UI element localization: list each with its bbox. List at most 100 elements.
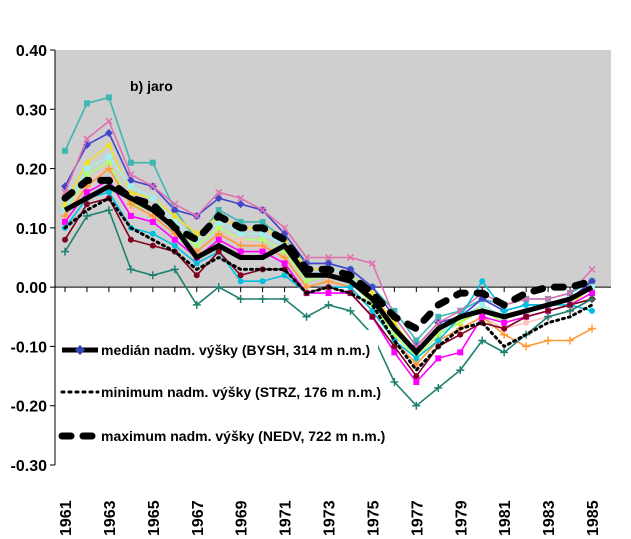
data-point	[193, 242, 200, 249]
data-point	[215, 236, 222, 243]
data-point	[258, 295, 267, 303]
y-tick-label: 0.10	[16, 221, 47, 238]
x-tick-label: 1985	[585, 500, 602, 536]
data-point	[588, 295, 596, 303]
legend-label: medián nadm. výšky (BYSH, 314 m n.m.)	[101, 342, 370, 358]
data-point	[104, 129, 113, 137]
series-line	[61, 206, 596, 410]
data-point	[104, 164, 113, 173]
x-tick-label: 1973	[322, 500, 339, 536]
data-point	[215, 207, 222, 214]
series-path	[61, 176, 596, 334]
data-point	[280, 253, 289, 262]
data-point	[324, 253, 333, 262]
data-point	[412, 360, 421, 369]
data-point	[368, 259, 376, 267]
data-point	[105, 153, 112, 160]
data-point	[259, 218, 266, 225]
data-point	[193, 260, 200, 267]
data-point	[83, 135, 91, 143]
data-point	[236, 200, 245, 209]
data-point	[346, 253, 354, 262]
data-point	[82, 212, 91, 220]
data-point	[457, 331, 464, 338]
data-point	[170, 206, 179, 215]
data-point	[61, 212, 69, 220]
data-point	[588, 277, 596, 286]
data-point	[413, 337, 420, 344]
data-point	[281, 272, 288, 279]
data-point	[170, 265, 179, 274]
data-point	[127, 183, 134, 190]
data-point	[171, 218, 178, 225]
data-point	[523, 319, 530, 326]
data-point	[413, 373, 420, 380]
data-point	[434, 383, 443, 392]
data-point	[82, 158, 91, 166]
data-point	[391, 307, 398, 314]
data-point	[324, 277, 333, 286]
data-point	[434, 319, 442, 327]
data-point	[435, 337, 442, 344]
data-point	[149, 159, 156, 166]
data-point	[127, 159, 134, 166]
y-tick-label: 0.40	[16, 43, 47, 60]
series-layer	[61, 94, 596, 410]
panel-label: b) jaro	[130, 78, 173, 94]
y-tick-label: -0.30	[11, 458, 48, 475]
data-point	[171, 200, 179, 208]
data-point	[501, 319, 508, 326]
series-path	[63, 183, 594, 357]
data-point	[62, 218, 68, 225]
data-point	[83, 100, 90, 107]
data-point	[280, 295, 289, 303]
y-tick-label: 0.00	[16, 280, 47, 297]
data-point	[259, 248, 266, 255]
data-point	[148, 271, 157, 280]
data-point	[237, 236, 244, 243]
data-point	[346, 306, 355, 315]
data-point	[478, 336, 487, 345]
data-point	[237, 230, 244, 237]
data-point	[479, 278, 486, 285]
data-point	[126, 265, 135, 274]
data-point	[237, 248, 244, 255]
legend-label: maximum nadm. výšky (NEDV, 722 m n.m.)	[101, 428, 385, 444]
data-point	[302, 283, 311, 292]
data-point	[105, 159, 112, 166]
x-tick-label: 1979	[453, 500, 470, 536]
data-point	[171, 242, 178, 249]
data-point	[127, 170, 135, 179]
y-tick-label: -0.20	[11, 399, 48, 416]
data-point	[83, 201, 90, 208]
data-point	[589, 290, 595, 297]
data-point	[412, 401, 421, 410]
data-point	[104, 206, 113, 215]
data-point	[215, 248, 222, 255]
data-point	[127, 236, 134, 243]
legend-item-maximum: maximum nadm. výšky (NEDV, 722 m n.m.)	[58, 428, 385, 444]
y-tick-label: 0.30	[16, 102, 47, 119]
x-tick-label: 1983	[541, 500, 558, 536]
data-point	[522, 342, 531, 351]
data-point	[281, 224, 289, 232]
data-point	[545, 307, 552, 314]
data-point	[83, 189, 90, 196]
data-point	[500, 348, 509, 357]
data-point	[61, 247, 69, 256]
legend-item-minimum: minimum nadm. výšky (STRZ, 176 m n.m.)	[60, 384, 381, 400]
data-point	[149, 195, 156, 202]
data-point	[501, 325, 508, 332]
x-tick-label: 1971	[278, 500, 295, 536]
data-point	[523, 313, 530, 320]
data-point	[236, 241, 245, 250]
data-point	[149, 242, 156, 249]
data-point	[62, 147, 68, 154]
data-point	[237, 272, 244, 279]
data-point	[105, 117, 113, 125]
series-path	[63, 196, 594, 373]
data-point	[435, 355, 442, 362]
x-tick-label: 1969	[234, 500, 251, 536]
data-point	[479, 313, 486, 320]
legend-marker-diamond	[75, 345, 85, 355]
